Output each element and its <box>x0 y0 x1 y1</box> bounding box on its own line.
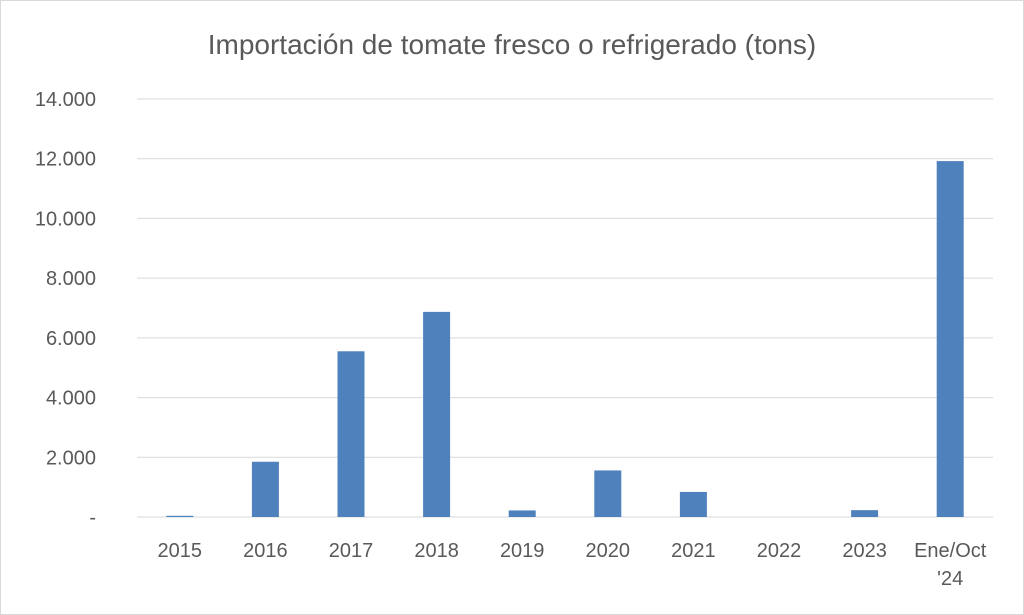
bar <box>423 311 451 517</box>
bar <box>594 470 622 517</box>
x-tick-label: 2015 <box>158 540 203 562</box>
bars <box>166 161 964 518</box>
bar <box>251 461 279 517</box>
x-tick-label: 2023 <box>842 540 887 562</box>
x-tick-label: 2022 <box>757 540 802 562</box>
gridlines <box>137 98 993 518</box>
bar <box>679 491 707 517</box>
x-tick-label: 2021 <box>671 540 716 562</box>
bar <box>508 510 536 517</box>
y-tick-label: 2.000 <box>46 447 96 469</box>
y-tick-label: 10.000 <box>35 208 96 230</box>
x-tick-label: 2019 <box>500 540 545 562</box>
x-tick-label: 2016 <box>243 540 288 562</box>
bar <box>851 510 879 517</box>
y-tick-label: 6.000 <box>46 328 96 350</box>
bar <box>166 515 194 517</box>
y-tick-label: 8.000 <box>46 268 96 290</box>
y-axis-ticks: - 2.000 4.000 6.000 8.000 10.000 12.000 14.000 <box>35 89 96 529</box>
x-tick-label: 2017 <box>329 540 374 562</box>
x-tick-label: Ene/Oct '24 <box>914 540 987 590</box>
y-tick-label: 14.000 <box>35 89 96 111</box>
x-tick-label: 2018 <box>414 540 459 562</box>
x-axis-ticks: 2015 2016 2017 2018 2019 2020 2021 2022 2023 Ene/… <box>158 540 987 590</box>
bar <box>337 351 365 517</box>
y-tick-label: 4.000 <box>46 388 96 410</box>
y-tick-label: - <box>89 507 96 529</box>
y-tick-label: 12.000 <box>35 149 96 171</box>
chart-title: Importación de tomate fresco o refrigera… <box>208 29 817 60</box>
bar <box>936 161 964 518</box>
x-tick-label: 2020 <box>586 540 631 562</box>
